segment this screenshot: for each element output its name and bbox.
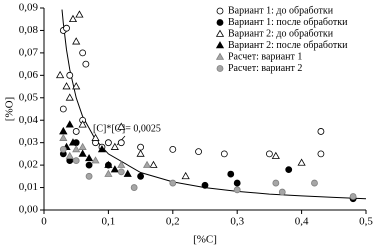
- point: [297, 158, 306, 166]
- point: [349, 193, 357, 200]
- point: [63, 24, 70, 32]
- point: [117, 122, 126, 130]
- point: [117, 168, 125, 176]
- point: [317, 128, 325, 135]
- point: [84, 153, 94, 162]
- legend-label: Вариант 1: до обработки: [228, 5, 334, 16]
- point: [317, 150, 325, 158]
- point: [233, 186, 241, 194]
- point: [72, 157, 80, 165]
- point: [75, 10, 84, 18]
- point: [169, 179, 177, 187]
- point: [62, 82, 71, 90]
- point: [130, 184, 138, 191]
- point: [123, 169, 132, 177]
- point: [169, 145, 177, 153]
- point: [68, 138, 78, 146]
- point: [110, 142, 119, 150]
- y-tick-label: 0,00: [19, 204, 39, 216]
- point: [181, 171, 190, 180]
- point: [220, 150, 228, 158]
- point: [85, 172, 93, 180]
- legend-label: Вариант 1: после обработки: [228, 17, 348, 28]
- legend-marker: [216, 65, 224, 72]
- point: [265, 150, 273, 158]
- point: [78, 120, 87, 128]
- point: [272, 179, 280, 187]
- legend-marker: [215, 29, 225, 37]
- point: [82, 60, 90, 68]
- point: [271, 151, 280, 159]
- point: [278, 188, 286, 196]
- point: [233, 179, 241, 187]
- legend-label: Расчет: вариант 2: [228, 63, 302, 74]
- y-tick-label: 0,04: [19, 114, 39, 126]
- point: [78, 142, 87, 150]
- x-tick-label: 0,5: [359, 216, 373, 228]
- point: [117, 160, 126, 168]
- point: [72, 37, 81, 45]
- point: [201, 181, 209, 189]
- y-tick-label: 0,09: [19, 2, 39, 14]
- point: [142, 160, 152, 168]
- point: [117, 139, 125, 147]
- point: [137, 143, 145, 151]
- point: [195, 148, 202, 156]
- legend-label: Вариант 2: до обработки: [228, 28, 334, 39]
- point: [97, 144, 107, 153]
- point: [137, 172, 145, 180]
- legend-label: Расчет: вариант 1: [228, 51, 302, 62]
- point: [66, 71, 74, 79]
- point: [85, 161, 93, 169]
- legend-marker: [216, 19, 224, 26]
- point: [65, 120, 74, 128]
- y-tick-label: 0,02: [19, 159, 38, 171]
- y-tick-label: 0,06: [19, 69, 39, 81]
- point: [105, 139, 112, 147]
- point: [285, 166, 293, 174]
- legend-marker: [215, 52, 225, 60]
- point: [79, 49, 87, 57]
- point: [104, 160, 113, 168]
- point: [65, 93, 74, 101]
- point: [59, 145, 67, 153]
- legend-marker: [216, 7, 224, 15]
- point: [91, 156, 100, 164]
- x-tick-label: 0,2: [166, 216, 180, 228]
- point: [59, 127, 68, 135]
- point: [68, 14, 78, 23]
- x-tick-label: 0: [41, 216, 47, 228]
- point: [78, 149, 87, 157]
- point: [149, 160, 158, 168]
- point: [311, 179, 318, 187]
- y-tick-label: 0,03: [19, 136, 39, 148]
- x-tick-label: 0,3: [230, 216, 244, 228]
- annotation: [C]*[O]= 0,0025: [93, 123, 161, 134]
- point: [136, 149, 145, 157]
- x-axis-label: [%C]: [193, 234, 217, 246]
- legend-marker: [215, 41, 225, 49]
- point: [104, 169, 113, 177]
- point: [110, 165, 119, 173]
- x-tick-label: 0,4: [295, 216, 309, 228]
- y-tick-label: 0,08: [19, 24, 39, 36]
- fit-curve: [61, 9, 367, 200]
- point: [72, 128, 80, 135]
- x-tick-label: 0,1: [102, 216, 116, 228]
- point: [72, 144, 81, 153]
- y-tick-label: 0,07: [19, 46, 39, 58]
- point: [227, 170, 235, 178]
- point: [91, 133, 100, 141]
- y-axis-label: [%O]: [4, 97, 16, 121]
- legend-label: Вариант 2: после обработки: [228, 40, 348, 51]
- y-tick-label: 0,01: [19, 181, 38, 193]
- point: [72, 82, 81, 90]
- point: [59, 133, 68, 141]
- y-tick-label: 0,05: [19, 91, 39, 103]
- point: [59, 105, 67, 113]
- point: [56, 70, 65, 79]
- point: [65, 151, 74, 159]
